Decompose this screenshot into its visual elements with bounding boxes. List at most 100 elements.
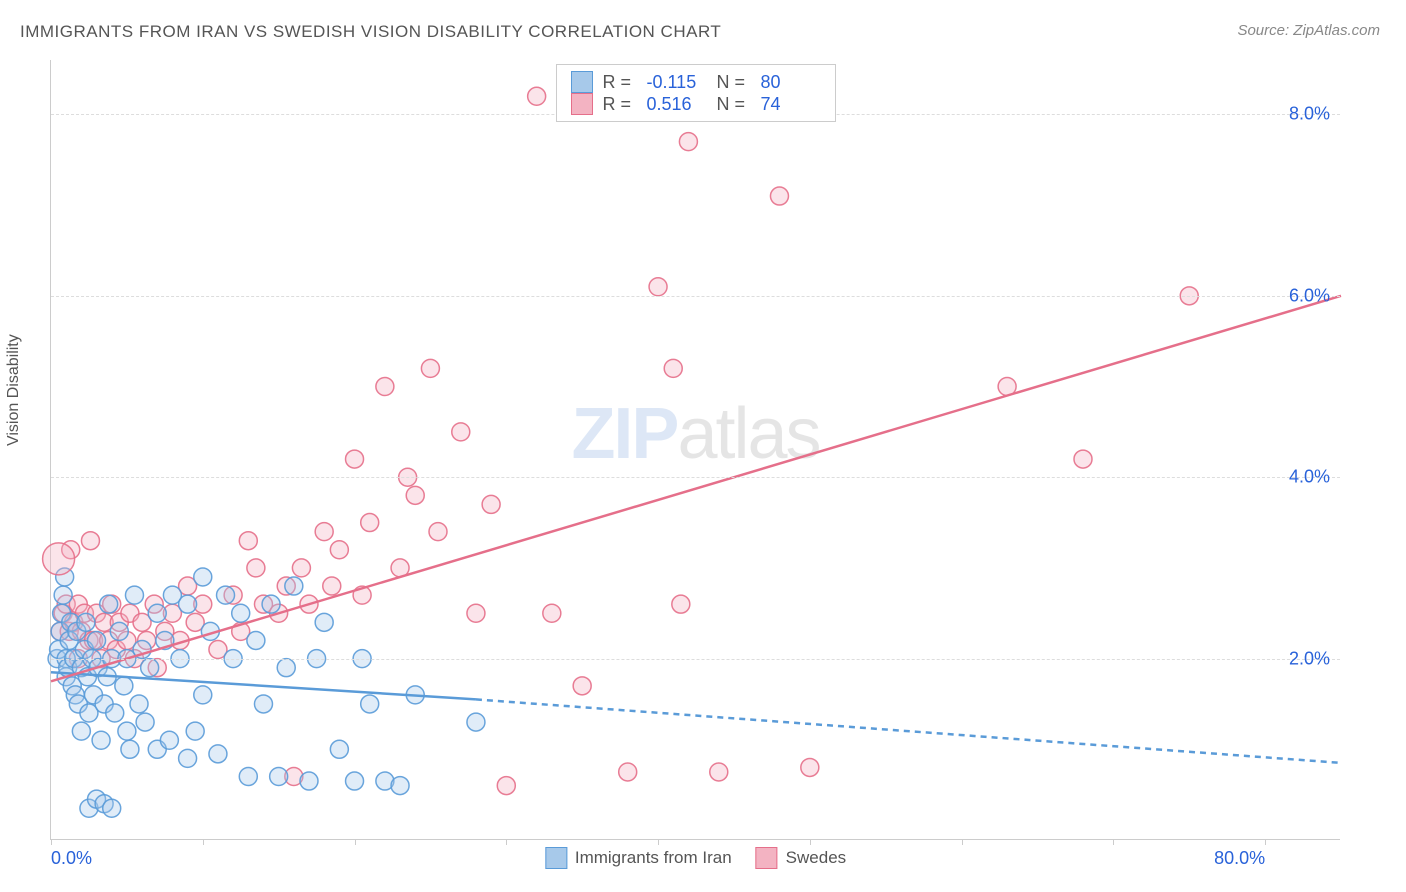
data-point: [376, 378, 394, 396]
data-point: [125, 586, 143, 604]
legend-N-label: N =: [717, 72, 751, 93]
data-point: [801, 758, 819, 776]
data-point: [232, 604, 250, 622]
data-point: [103, 799, 121, 817]
data-point: [106, 704, 124, 722]
x-tick: [506, 839, 507, 845]
data-point: [300, 772, 318, 790]
data-point: [482, 495, 500, 513]
x-tick-label: 80.0%: [1214, 848, 1265, 869]
legend-swatch-swedes: [571, 93, 593, 115]
data-point: [543, 604, 561, 622]
data-point: [361, 514, 379, 532]
data-point: [361, 695, 379, 713]
legend-N-swedes: 74: [761, 94, 821, 115]
data-point: [672, 595, 690, 613]
data-point: [136, 713, 154, 731]
data-point: [262, 595, 280, 613]
data-point: [346, 450, 364, 468]
grid-line: [51, 659, 1340, 660]
data-point: [277, 659, 295, 677]
data-point: [110, 622, 128, 640]
data-point: [573, 677, 591, 695]
legend-R-label: R =: [603, 72, 637, 93]
legend-R-iran: -0.115: [647, 72, 707, 93]
data-point: [679, 133, 697, 151]
data-point: [452, 423, 470, 441]
data-point: [88, 631, 106, 649]
data-point: [649, 278, 667, 296]
data-point: [429, 523, 447, 541]
data-point: [770, 187, 788, 205]
data-point: [194, 686, 212, 704]
data-point: [710, 763, 728, 781]
legend-item-iran: Immigrants from Iran: [545, 847, 732, 869]
data-point: [77, 613, 95, 631]
trend-line-extrapolated: [476, 699, 1341, 762]
data-point: [270, 768, 288, 786]
data-point: [160, 731, 178, 749]
data-point: [247, 559, 265, 577]
data-point: [186, 722, 204, 740]
y-axis-title: Vision Disability: [5, 334, 23, 446]
data-point: [121, 740, 139, 758]
data-point: [247, 631, 265, 649]
trend-line: [51, 296, 1341, 681]
grid-line: [51, 296, 1340, 297]
legend-swatch-swedes-b: [756, 847, 778, 869]
legend-R-label2: R =: [603, 94, 637, 115]
data-point: [43, 543, 75, 575]
data-point: [346, 772, 364, 790]
data-point: [148, 604, 166, 622]
data-point: [292, 559, 310, 577]
y-tick-label: 2.0%: [1289, 648, 1330, 669]
legend-row-swedes: R = 0.516 N = 74: [571, 93, 821, 115]
x-tick: [355, 839, 356, 845]
legend-R-swedes: 0.516: [647, 94, 707, 115]
legend-label-swedes: Swedes: [786, 848, 846, 868]
legend-row-iran: R = -0.115 N = 80: [571, 71, 821, 93]
x-tick: [658, 839, 659, 845]
data-point: [100, 595, 118, 613]
data-point: [315, 523, 333, 541]
legend-N-label2: N =: [717, 94, 751, 115]
data-point: [528, 87, 546, 105]
legend-series: Immigrants from Iran Swedes: [545, 847, 846, 869]
chart-title: IMMIGRANTS FROM IRAN VS SWEDISH VISION D…: [20, 22, 721, 42]
x-tick: [1113, 839, 1114, 845]
x-tick: [1265, 839, 1266, 845]
data-point: [664, 359, 682, 377]
legend-swatch-iran: [571, 71, 593, 93]
data-point: [330, 541, 348, 559]
data-point: [209, 745, 227, 763]
data-point: [141, 659, 159, 677]
data-point: [497, 777, 515, 795]
x-tick-label: 0.0%: [51, 848, 92, 869]
x-tick: [810, 839, 811, 845]
source-label: Source: ZipAtlas.com: [1237, 22, 1380, 39]
data-point: [118, 722, 136, 740]
data-point: [619, 763, 637, 781]
plot-area: ZIPatlas R = -0.115 N = 80 R = 0.516 N =…: [50, 60, 1340, 840]
y-tick-label: 6.0%: [1289, 285, 1330, 306]
data-point: [391, 777, 409, 795]
data-point: [285, 577, 303, 595]
data-point: [406, 486, 424, 504]
data-point: [130, 695, 148, 713]
data-point: [81, 532, 99, 550]
data-point: [315, 613, 333, 631]
y-tick-label: 4.0%: [1289, 467, 1330, 488]
legend-correlation: R = -0.115 N = 80 R = 0.516 N = 74: [556, 64, 836, 122]
legend-swatch-iran-b: [545, 847, 567, 869]
data-point: [115, 677, 133, 695]
data-point: [467, 713, 485, 731]
data-point: [239, 532, 257, 550]
data-point: [323, 577, 341, 595]
legend-label-iran: Immigrants from Iran: [575, 848, 732, 868]
data-point: [239, 768, 257, 786]
data-point: [1074, 450, 1092, 468]
data-point: [194, 568, 212, 586]
data-point: [254, 695, 272, 713]
data-point: [467, 604, 485, 622]
data-point: [54, 586, 72, 604]
